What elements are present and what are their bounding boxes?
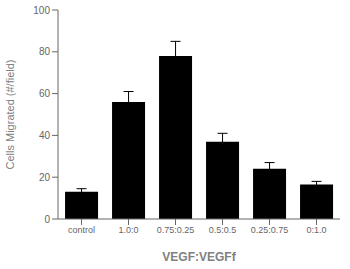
svg-text:80: 80 <box>39 46 51 57</box>
svg-text:100: 100 <box>33 5 50 16</box>
svg-text:0.25:0.75: 0.25:0.75 <box>251 225 289 235</box>
svg-text:20: 20 <box>39 172 51 183</box>
svg-text:60: 60 <box>39 88 51 99</box>
svg-text:0.5:0.5: 0.5:0.5 <box>209 225 237 235</box>
svg-text:0: 0 <box>44 214 50 225</box>
svg-text:40: 40 <box>39 130 51 141</box>
svg-text:control: control <box>68 225 95 235</box>
svg-text:0:1.0: 0:1.0 <box>306 225 326 235</box>
svg-text:Cells Migrated (#/field): Cells Migrated (#/field) <box>8 59 16 169</box>
svg-text:1.0:0: 1.0:0 <box>118 225 138 235</box>
svg-text:VEGF:VEGFf: VEGF:VEGFf <box>162 250 236 264</box>
svg-text:0.75:0.25: 0.75:0.25 <box>157 225 195 235</box>
